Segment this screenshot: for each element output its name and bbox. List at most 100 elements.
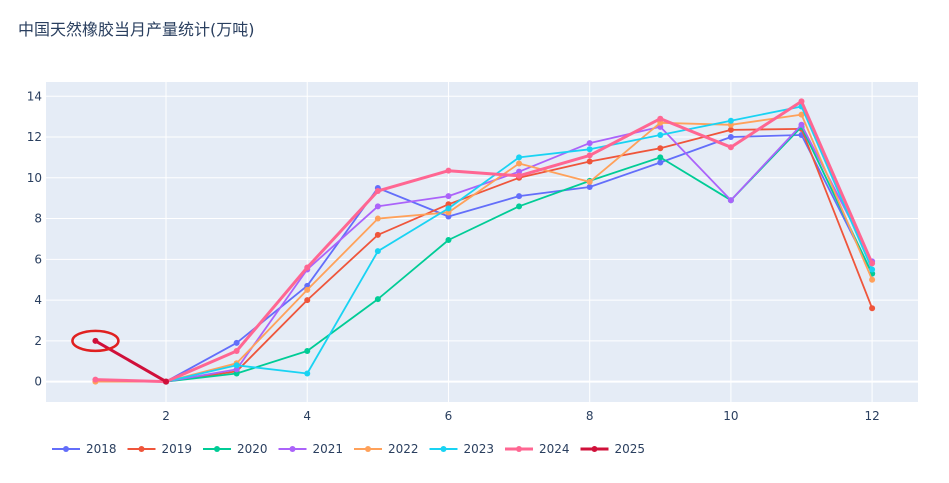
series-line (95, 99, 874, 384)
data-point (798, 98, 805, 105)
legend-item-2024[interactable]: 2024 (505, 442, 570, 456)
data-point (304, 297, 311, 304)
gridlines (46, 82, 918, 402)
data-point (657, 115, 664, 122)
data-point (869, 260, 876, 267)
data-point (516, 172, 523, 179)
axis-ticks: 2 4 6 8 10 12 0 2 4 6 8 10 12 14 (27, 89, 880, 423)
data-point (445, 193, 452, 200)
data-point (727, 126, 734, 133)
legend-item-2025[interactable]: 2025 (580, 442, 646, 456)
data-point (657, 159, 664, 166)
data-point (374, 296, 381, 303)
legend-swatch-marker (440, 446, 447, 452)
data-point (586, 152, 593, 159)
legend-swatch-marker (365, 446, 371, 452)
data-point (374, 231, 381, 238)
y-tick-label: 8 (34, 212, 42, 226)
data-point (798, 121, 805, 128)
data-point (869, 276, 876, 283)
legend-item-2023[interactable]: 2023 (429, 442, 495, 456)
legend-item-2022[interactable]: 2022 (354, 442, 419, 456)
legend-swatch-marker (138, 446, 145, 452)
y-tick-label: 10 (27, 171, 42, 185)
y-tick-label: 2 (34, 334, 42, 348)
data-point (727, 197, 734, 204)
data-point (163, 378, 170, 385)
legend-label: 2025 (615, 442, 646, 456)
data-point (516, 203, 523, 210)
x-tick-label: 6 (445, 409, 453, 423)
data-point (233, 339, 240, 346)
data-point (586, 158, 593, 165)
data-point (516, 193, 523, 200)
legend-swatch-marker (289, 446, 296, 452)
data-point (727, 144, 734, 151)
data-point (586, 178, 593, 185)
legend-label: 2022 (388, 442, 419, 456)
y-tick-label: 12 (27, 130, 42, 144)
data-point (374, 248, 381, 255)
data-point (516, 160, 523, 167)
data-point (516, 154, 523, 161)
chart-title: 中国天然橡胶当月产量统计(万吨) (18, 20, 255, 39)
data-point (657, 154, 664, 161)
highlight-ellipse (71, 329, 120, 353)
data-point (657, 145, 664, 152)
y-tick-label: 6 (34, 252, 42, 266)
data-point (869, 305, 876, 312)
data-point (445, 236, 452, 243)
legend-item-2018[interactable]: 2018 (52, 442, 117, 456)
series-2025 (92, 337, 170, 385)
legend-swatch-marker (516, 446, 522, 452)
data-point (304, 264, 311, 271)
x-tick-label: 4 (303, 409, 311, 423)
y-tick-label: 14 (27, 89, 42, 103)
data-point (92, 376, 99, 383)
x-tick-label: 2 (162, 409, 170, 423)
legend-label: 2021 (313, 442, 344, 456)
series-2023 (163, 103, 876, 385)
legend-swatch-marker (63, 446, 69, 452)
data-point (798, 111, 805, 118)
data-point (657, 131, 664, 138)
legend-label: 2018 (86, 442, 117, 456)
data-point (586, 140, 593, 147)
legend-label: 2020 (237, 442, 268, 456)
data-point (445, 167, 452, 174)
x-tick-label: 8 (586, 409, 594, 423)
legend-item-2021[interactable]: 2021 (278, 442, 344, 456)
data-point (727, 117, 734, 124)
legend-label: 2019 (162, 442, 193, 456)
legend-item-2020[interactable]: 2020 (203, 442, 268, 456)
legend-swatch-marker (591, 446, 598, 452)
data-point (586, 183, 593, 190)
legend: 2018 2019 2020 2021 2022 2023 2024 2025 (52, 442, 645, 456)
data-point (304, 370, 311, 377)
annotation-layer (71, 329, 120, 353)
legend-label: 2024 (539, 442, 570, 456)
series-2024 (92, 98, 876, 385)
data-point (233, 362, 240, 369)
data-point (374, 203, 381, 210)
data-point (727, 134, 734, 141)
series-line (94, 339, 167, 383)
legend-label: 2023 (464, 442, 495, 456)
data-point (304, 286, 311, 293)
data-point (869, 266, 876, 273)
x-tick-label: 12 (864, 409, 879, 423)
legend-swatch-marker (214, 446, 220, 452)
data-point (374, 215, 381, 222)
data-point (445, 205, 452, 212)
y-tick-label: 4 (34, 293, 42, 307)
x-tick-label: 10 (723, 409, 738, 423)
y-tick-label: 0 (34, 375, 42, 389)
data-point (374, 188, 381, 195)
data-point (92, 337, 99, 344)
legend-item-2019[interactable]: 2019 (127, 442, 193, 456)
series-line (95, 113, 873, 383)
series-layer (92, 98, 876, 385)
data-point (304, 348, 311, 355)
data-point (586, 146, 593, 153)
